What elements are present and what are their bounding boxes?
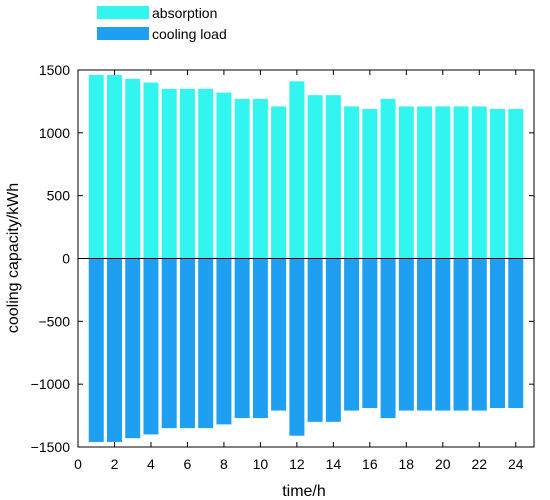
bar-absorption-16 xyxy=(362,108,378,259)
bar-absorption-13 xyxy=(307,95,323,259)
x-tick-label: 4 xyxy=(147,456,155,472)
x-tick-label: 6 xyxy=(184,456,192,472)
bar-cooling-load-6 xyxy=(179,258,195,429)
y-tick-label: 1500 xyxy=(39,62,70,78)
bar-absorption-23 xyxy=(490,108,506,259)
y-axis-title: cooling capacity/kWh xyxy=(5,183,22,333)
bar-cooling-load-15 xyxy=(344,258,360,411)
y-axis: 1500 1000 500 0 −500 −1000 −1500 xyxy=(31,62,534,455)
x-tick-label: 18 xyxy=(399,456,415,472)
y-tick-label: 500 xyxy=(47,188,71,204)
bar-cooling-load-23 xyxy=(490,258,506,409)
y-tick-label: −1000 xyxy=(31,376,71,392)
y-tick-label: −1500 xyxy=(31,439,71,455)
bar-cooling-load-5 xyxy=(161,258,177,429)
bar-absorption-21 xyxy=(453,106,469,259)
x-tick-label: 0 xyxy=(74,456,82,472)
x-tick-label: 12 xyxy=(289,456,305,472)
bar-cooling-load-12 xyxy=(289,258,305,436)
bar-cooling-load-21 xyxy=(453,258,469,411)
x-tick-label: 20 xyxy=(435,456,451,472)
bar-absorption-2 xyxy=(106,75,122,259)
bar-absorption-4 xyxy=(143,82,159,259)
bar-absorption-12 xyxy=(289,81,305,259)
bar-cooling-load-24 xyxy=(508,258,524,409)
bar-cooling-load-20 xyxy=(435,258,451,411)
bar-cooling-load-8 xyxy=(216,258,232,425)
legend-label-absorption: absorption xyxy=(152,5,217,21)
bar-cooling-load-2 xyxy=(106,258,122,442)
y-tick-label: 1000 xyxy=(39,125,70,141)
bar-absorption-24 xyxy=(508,108,524,259)
bar-absorption-6 xyxy=(179,88,195,259)
x-tick-label: 2 xyxy=(111,456,119,472)
bar-absorption-7 xyxy=(198,88,214,259)
x-tick-label: 8 xyxy=(220,456,228,472)
bar-absorption-1 xyxy=(88,75,104,259)
x-axis-title: time/h xyxy=(282,483,326,500)
bars xyxy=(88,75,524,442)
bar-absorption-11 xyxy=(271,106,287,259)
x-tick-label: 16 xyxy=(362,456,378,472)
bar-absorption-15 xyxy=(344,106,360,259)
legend: absorption cooling load xyxy=(97,5,227,42)
bar-cooling-load-3 xyxy=(125,258,141,439)
legend-swatch-absorption xyxy=(97,6,149,19)
y-tick-label: −500 xyxy=(38,313,70,329)
bar-absorption-20 xyxy=(435,106,451,259)
bar-cooling-load-1 xyxy=(88,258,104,442)
bar-cooling-load-9 xyxy=(234,258,250,419)
bar-cooling-load-11 xyxy=(271,258,287,411)
bar-cooling-load-19 xyxy=(417,258,433,411)
legend-label-cooling-load: cooling load xyxy=(152,26,227,42)
bar-absorption-18 xyxy=(398,106,414,259)
bar-absorption-17 xyxy=(380,98,396,259)
bar-cooling-load-22 xyxy=(471,258,487,411)
bar-absorption-3 xyxy=(125,78,141,259)
bar-absorption-22 xyxy=(471,106,487,259)
bar-cooling-load-13 xyxy=(307,258,323,422)
bar-cooling-load-10 xyxy=(252,258,268,419)
bar-cooling-load-4 xyxy=(143,258,159,435)
x-axis: 0 2 4 6 8 10 12 14 16 18 20 22 24 xyxy=(74,70,524,472)
bar-absorption-14 xyxy=(325,95,341,259)
bar-absorption-5 xyxy=(161,88,177,259)
x-tick-label: 24 xyxy=(508,456,524,472)
bar-cooling-load-18 xyxy=(398,258,414,411)
bar-cooling-load-16 xyxy=(362,258,378,409)
bar-cooling-load-14 xyxy=(325,258,341,422)
plot-frame xyxy=(77,69,535,448)
x-tick-label: 10 xyxy=(253,456,269,472)
y-tick-label: 0 xyxy=(62,251,70,267)
bar-absorption-8 xyxy=(216,92,232,259)
bar-absorption-9 xyxy=(234,98,250,259)
bar-cooling-load-7 xyxy=(198,258,214,429)
x-tick-label: 22 xyxy=(471,456,487,472)
bar-absorption-19 xyxy=(417,106,433,259)
x-tick-label: 14 xyxy=(326,456,342,472)
bar-cooling-load-17 xyxy=(380,258,396,419)
legend-swatch-cooling-load xyxy=(97,27,149,40)
bar-absorption-10 xyxy=(252,98,268,259)
